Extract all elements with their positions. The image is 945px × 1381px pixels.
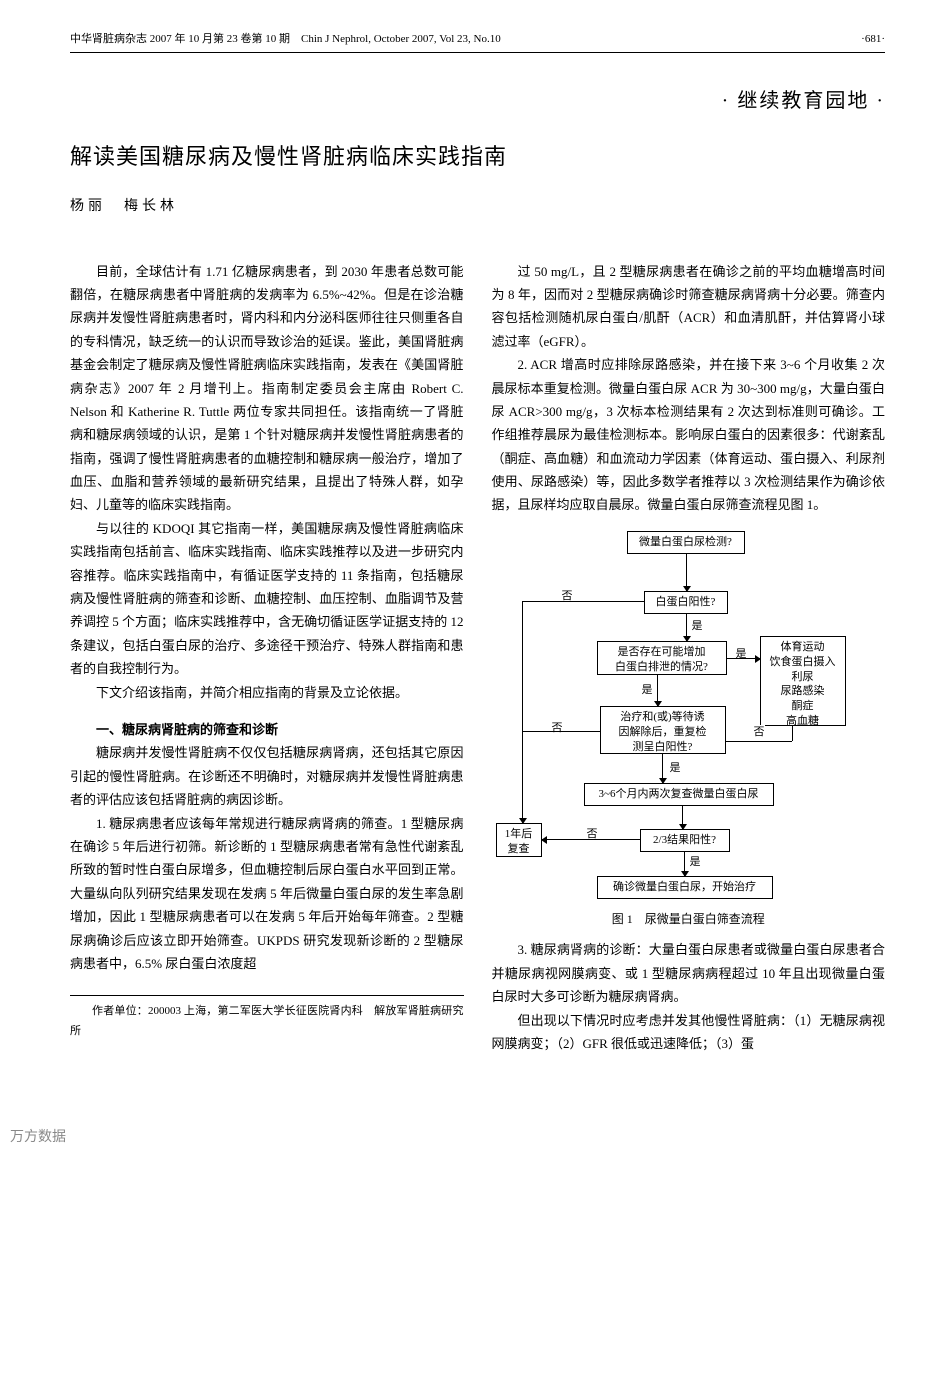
header-page-number: ·681· [861, 30, 885, 50]
paragraph: 但出现以下情况时应考虑并发其他慢性肾脏病：（1）无糖尿病视网膜病变；（2）GFR… [492, 1009, 886, 1056]
paragraph: 2. ACR 增高时应排除尿路感染，并在接下来 3~6 个月收集 2 次晨尿标本… [492, 353, 886, 517]
paragraph: 1. 糖尿病患者应该每年常规进行糖尿病肾病的筛查。1 型糖尿病在确诊 5 年后进… [70, 812, 464, 976]
flowchart-edge [684, 851, 685, 876]
flowchart-node: 2/3结果阳性? [640, 829, 730, 852]
article-title: 解读美国糖尿病及慢性肾脏病临床实践指南 [70, 137, 885, 177]
watermark: 万方数据 [10, 1125, 945, 1150]
flowchart-edge [686, 553, 687, 591]
header-left: 中华肾脏病杂志 2007 年 10 月第 23 卷第 10 期 Chin J N… [70, 30, 501, 50]
paragraph: 下文介绍该指南，并简介相应指南的背景及立论依据。 [70, 681, 464, 704]
flowchart-node: 确诊微量白蛋白尿，开始治疗 [597, 876, 773, 899]
flowchart-label: 是 [736, 647, 747, 662]
section-heading: 一、糖尿病肾脏病的筛查和诊断 [70, 718, 464, 741]
flowchart-node: 微量白蛋白尿检测? [627, 531, 745, 554]
flowchart-edge [792, 726, 793, 741]
authors: 杨丽 梅长林 [70, 194, 885, 219]
flowchart-label: 是 [642, 683, 653, 698]
flowchart-edge [686, 613, 687, 641]
flowchart-node: 白蛋白阳性? [644, 591, 728, 614]
flowchart-node: 1年后复查 [496, 823, 542, 857]
right-column: 过 50 mg/L，且 2 型糖尿病患者在确诊之前的平均血糖增高时间为 8 年，… [492, 260, 886, 1056]
flowchart-edge [727, 658, 760, 659]
author-affiliation: 作者单位：200003 上海，第二军医大学长征医院肾内科 解放军肾脏病研究所 [70, 995, 464, 1042]
left-column: 目前，全球估计有 1.71 亿糖尿病患者，到 2030 年患者总数可能翻倍，在糖… [70, 260, 464, 1056]
flowchart-edge [726, 741, 792, 742]
flowchart-label: 否 [754, 725, 765, 740]
flowchart-node: 治疗和(或)等待诱因解除后，重复检测呈白阳性? [600, 706, 726, 754]
paragraph: 糖尿病并发慢性肾脏病不仅仅包括糖尿病肾病，还包括其它原因引起的慢性肾脏病。在诊断… [70, 741, 464, 811]
section-tag: · 继续教育园地 · [70, 83, 885, 119]
paragraph: 3. 糖尿病肾病的诊断：大量白蛋白尿患者或微量白蛋白尿患者合并糖尿病视网膜病变、… [492, 938, 886, 1008]
figure-caption: 图 1 尿微量白蛋白筛查流程 [492, 909, 886, 931]
figure-1: 微量白蛋白尿检测? 白蛋白阳性? 是否存在可能增加白蛋白排泄的情况? 体育运动饮食蛋白… [492, 531, 886, 931]
flowchart-edge [657, 675, 658, 706]
running-header: 中华肾脏病杂志 2007 年 10 月第 23 卷第 10 期 Chin J N… [70, 30, 885, 53]
flowchart-edge [682, 805, 683, 829]
flowchart-label: 是 [692, 619, 703, 634]
flowchart-edge [522, 601, 644, 602]
paragraph: 目前，全球估计有 1.71 亿糖尿病患者，到 2030 年患者总数可能翻倍，在糖… [70, 260, 464, 517]
flowchart-edge [542, 839, 640, 840]
flowchart-label: 否 [587, 827, 598, 842]
body-columns: 目前，全球估计有 1.71 亿糖尿病患者，到 2030 年患者总数可能翻倍，在糖… [70, 260, 885, 1056]
flowchart-edge [522, 731, 600, 732]
flowchart-edge [662, 754, 663, 783]
flowchart-label: 否 [562, 589, 573, 604]
flowchart-label: 是 [690, 855, 701, 870]
flowchart-label: 否 [552, 721, 563, 736]
paragraph: 与以往的 KDOQI 其它指南一样，美国糖尿病及慢性肾脏病临床实践指南包括前言、… [70, 517, 464, 681]
paragraph: 过 50 mg/L，且 2 型糖尿病患者在确诊之前的平均血糖增高时间为 8 年，… [492, 260, 886, 354]
flowchart-label: 是 [670, 761, 681, 776]
flowchart-edge [522, 601, 523, 823]
flowchart-node: 体育运动饮食蛋白摄入利尿尿路感染酮症高血糖 [760, 636, 846, 726]
flowchart: 微量白蛋白尿检测? 白蛋白阳性? 是否存在可能增加白蛋白排泄的情况? 体育运动饮食蛋白… [492, 531, 886, 901]
flowchart-node: 是否存在可能增加白蛋白排泄的情况? [597, 641, 727, 675]
page: 中华肾脏病杂志 2007 年 10 月第 23 卷第 10 期 Chin J N… [0, 0, 945, 1095]
flowchart-node: 3~6个月内两次复查微量白蛋白尿 [584, 783, 774, 806]
